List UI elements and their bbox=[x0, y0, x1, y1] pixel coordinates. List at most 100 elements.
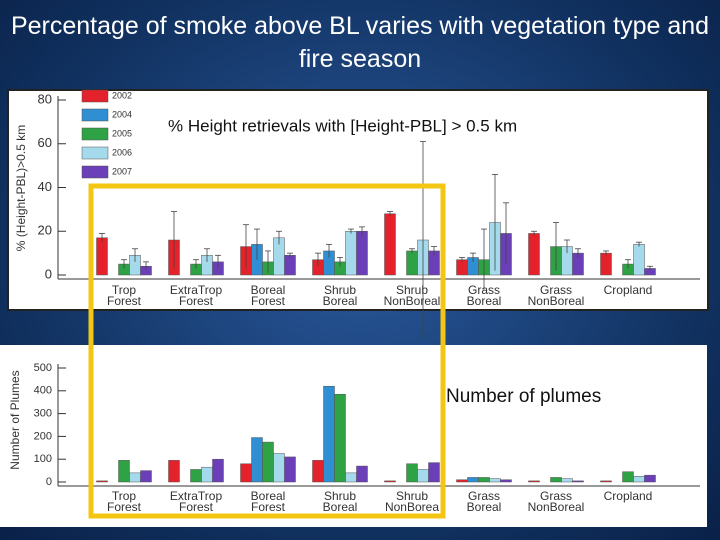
x-tick-label: ExtraTrop Forest bbox=[170, 283, 223, 308]
legend-label: 2004 bbox=[112, 109, 132, 119]
bar bbox=[406, 463, 418, 483]
x-tick-line: Forest bbox=[179, 294, 214, 308]
x-tick-line: Forest bbox=[251, 294, 286, 308]
x-tick-label: Shrub NonBoreal bbox=[384, 283, 441, 308]
x-tick-line: ExtraTrop bbox=[170, 283, 223, 297]
bar bbox=[633, 244, 645, 276]
bar bbox=[140, 470, 152, 483]
y-tick-label: 400 bbox=[34, 385, 52, 397]
x-tick-label: Boreal Forest bbox=[251, 489, 286, 514]
y-tick-label: 0 bbox=[46, 476, 52, 488]
x-tick-label: Shrub Boreal bbox=[323, 283, 358, 308]
bar bbox=[129, 472, 141, 483]
legend-swatch bbox=[81, 108, 109, 122]
legend-label: 2005 bbox=[112, 128, 132, 138]
bar bbox=[201, 466, 213, 483]
y-tick-label: 500 bbox=[34, 362, 52, 374]
bar bbox=[312, 460, 324, 483]
x-tick-line: Grass bbox=[540, 489, 572, 503]
x-tick-label: Shrub Boreal bbox=[323, 489, 358, 514]
legend-swatch bbox=[81, 165, 109, 179]
bar bbox=[600, 480, 612, 483]
bar bbox=[500, 479, 512, 483]
x-tick-line: NonBorea bbox=[385, 500, 439, 514]
bar bbox=[600, 252, 612, 276]
bar bbox=[550, 477, 562, 483]
y-tick-label: 200 bbox=[34, 430, 52, 442]
x-tick-line: Cropland bbox=[604, 283, 653, 297]
y-tick-label: 300 bbox=[34, 408, 52, 420]
bar bbox=[212, 458, 224, 483]
x-tick-line: ExtraTrop bbox=[170, 489, 223, 503]
bar bbox=[323, 385, 335, 483]
bottom-panel bbox=[0, 345, 707, 527]
bar bbox=[96, 480, 108, 483]
bar bbox=[356, 465, 368, 483]
legend-label: 2002 bbox=[112, 90, 132, 100]
bar bbox=[284, 255, 296, 276]
legend-swatch bbox=[81, 146, 109, 160]
x-tick-line: Forest bbox=[107, 294, 142, 308]
x-tick-label: Trop Forest bbox=[107, 283, 142, 308]
bar bbox=[478, 477, 490, 483]
x-tick-line: Shrub bbox=[324, 283, 356, 297]
x-tick-line: NonBoreal bbox=[384, 294, 441, 308]
bar bbox=[456, 259, 468, 276]
x-tick-line: Shrub bbox=[324, 489, 356, 503]
bar bbox=[345, 472, 357, 483]
bar bbox=[384, 480, 396, 483]
bar bbox=[633, 476, 645, 483]
bar bbox=[417, 469, 429, 483]
x-tick-line: Grass bbox=[468, 489, 500, 503]
bar bbox=[644, 474, 656, 483]
x-tick-label: Shrub NonBorea bbox=[385, 489, 439, 514]
bar bbox=[528, 233, 540, 276]
y-tick-label: 100 bbox=[34, 453, 52, 465]
bar bbox=[467, 477, 479, 483]
y-tick-label: 0 bbox=[45, 266, 52, 281]
legend-swatch bbox=[81, 127, 109, 141]
x-tick-line: Boreal bbox=[251, 489, 286, 503]
x-tick-label: ExtraTrop Forest bbox=[170, 489, 223, 514]
bar bbox=[240, 463, 252, 483]
y-axis-label: Number of Plumes bbox=[8, 370, 22, 469]
x-tick-label: Boreal Forest bbox=[251, 283, 286, 308]
y-tick-label: 40 bbox=[38, 179, 52, 194]
bar bbox=[262, 441, 274, 483]
bar bbox=[561, 478, 573, 483]
bar bbox=[528, 480, 540, 483]
highlight-box bbox=[88, 183, 446, 519]
y-axis-label: % (Height-PBL)>0.5 km bbox=[14, 125, 28, 251]
x-tick-line: Forest bbox=[107, 500, 142, 514]
x-tick-line: Boreal bbox=[323, 500, 358, 514]
x-tick-label: Trop Forest bbox=[107, 489, 142, 514]
bar bbox=[118, 460, 130, 483]
bar bbox=[273, 453, 285, 483]
bar bbox=[356, 231, 368, 276]
x-tick-line: Boreal bbox=[323, 294, 358, 308]
bar bbox=[622, 471, 634, 483]
bar bbox=[572, 480, 584, 483]
bar bbox=[428, 462, 440, 483]
slide-title: Percentage of smoke above BL varies with… bbox=[10, 12, 710, 73]
x-tick-line: Forest bbox=[179, 500, 214, 514]
x-tick-line: Cropland bbox=[604, 489, 653, 503]
y-tick-label: 80 bbox=[38, 91, 52, 106]
bar bbox=[489, 478, 501, 483]
x-tick-label: Grass NonBoreal bbox=[528, 489, 585, 514]
x-tick-label: Grass NonBoreal bbox=[528, 283, 585, 308]
bar bbox=[345, 231, 357, 276]
bar bbox=[284, 456, 296, 483]
bar bbox=[251, 437, 263, 483]
y-tick-label: 20 bbox=[38, 223, 52, 238]
x-tick-line: Shrub bbox=[396, 489, 428, 503]
x-tick-line: NonBoreal bbox=[528, 294, 585, 308]
x-tick-line: Boreal bbox=[251, 283, 286, 297]
x-tick-line: Trop bbox=[112, 283, 137, 297]
legend-label: 2006 bbox=[112, 147, 132, 157]
legend-label: 2007 bbox=[112, 166, 132, 176]
bar bbox=[334, 393, 346, 483]
x-tick-label: Grass Boreal bbox=[467, 489, 502, 514]
